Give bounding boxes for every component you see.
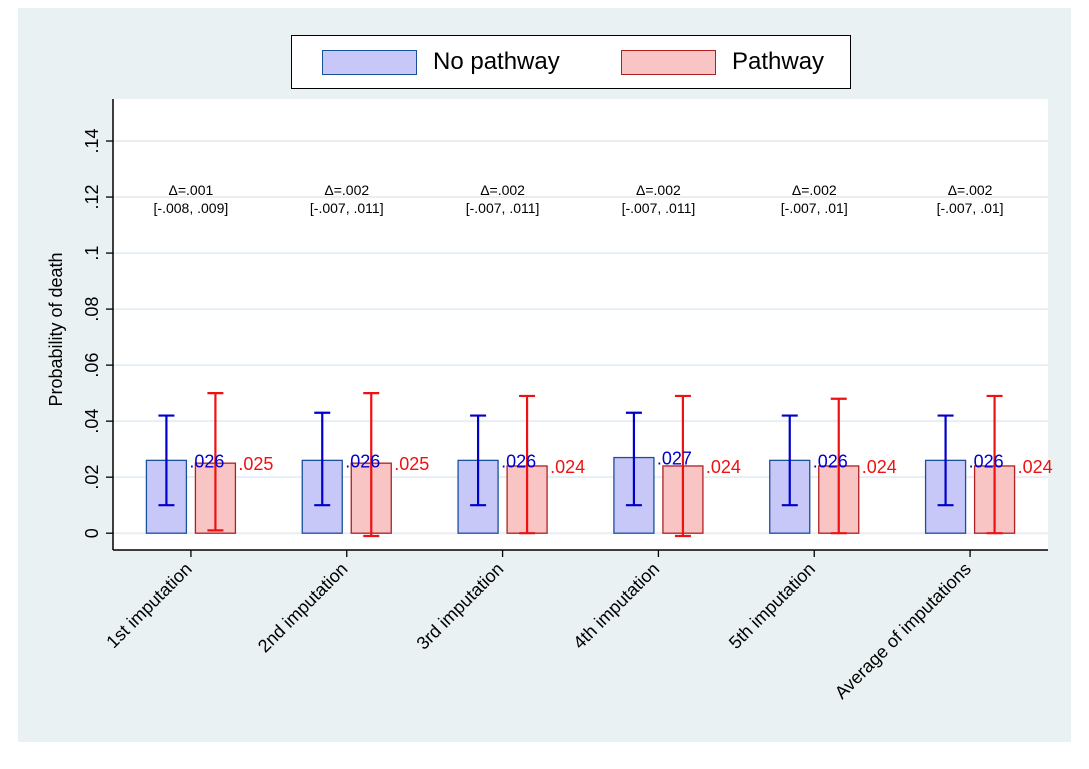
value-label-no-pathway: .026: [345, 451, 380, 471]
difference-ci-label: [-.007, .01]: [937, 200, 1004, 216]
value-label-pathway: .025: [394, 454, 429, 474]
difference-label: Δ=.002: [792, 182, 837, 198]
value-label-pathway: .024: [550, 457, 585, 477]
y-tick-label: .14: [82, 129, 102, 154]
gridlines: [113, 140, 1048, 535]
value-label-pathway: .024: [706, 457, 741, 477]
difference-label: Δ=.002: [480, 182, 525, 198]
y-tick-label: .06: [82, 353, 102, 378]
value-label-pathway: .024: [1018, 457, 1053, 477]
difference-label: Δ=.001: [169, 182, 214, 198]
y-tick-label: .12: [82, 185, 102, 210]
value-label-no-pathway: .026: [189, 451, 224, 471]
x-tick-label: 4th imputation: [569, 559, 663, 653]
x-tick-label: 3rd imputation: [413, 559, 508, 654]
legend-item-no-pathway: No pathway: [322, 36, 560, 88]
difference-label: Δ=.002: [948, 182, 993, 198]
y-tick-label: .02: [82, 465, 102, 490]
difference-ci-label: [-.007, .011]: [466, 200, 540, 216]
difference-ci-label: [-.007, .011]: [622, 200, 696, 216]
x-tick-label: 2nd imputation: [254, 559, 352, 657]
y-tick-label: .08: [82, 297, 102, 322]
legend-swatch-no-pathway: [322, 49, 417, 75]
value-label-pathway: .025: [238, 454, 273, 474]
difference-label: Δ=.002: [636, 182, 681, 198]
value-label-no-pathway: .026: [813, 451, 848, 471]
legend-label-no-pathway: No pathway: [433, 48, 560, 75]
value-label-no-pathway: .026: [501, 451, 536, 471]
x-tick-label: Average of imputations: [831, 559, 975, 703]
legend-label-pathway: Pathway: [732, 48, 825, 75]
value-label-no-pathway: .026: [969, 451, 1004, 471]
legend: No pathway Pathway: [291, 35, 851, 89]
legend-item-pathway: Pathway: [621, 36, 824, 88]
difference-annotations: Δ=.001 [-.008, .009] Δ=.002 [-.007, .011] Δ=…: [154, 182, 1004, 216]
difference-ci-label: [-.007, .01]: [781, 200, 848, 216]
value-label-no-pathway: .027: [657, 449, 692, 469]
difference-ci-label: [-.008, .009]: [154, 200, 229, 216]
y-tick-label: .1: [82, 246, 102, 261]
x-tick-label: 5th imputation: [725, 559, 819, 653]
y-tick-label: .04: [82, 409, 102, 434]
y-axis-label: Probability of death: [46, 252, 66, 406]
value-label-pathway: .024: [862, 457, 897, 477]
x-tick-label: 1st imputation: [102, 559, 195, 652]
plot-area: [113, 99, 1048, 550]
value-labels: .026 .025 .026 .025 .026 .024 .027 .024 .026 .024…: [189, 449, 1052, 477]
legend-swatch-pathway: [621, 49, 716, 75]
difference-ci-label: [-.007, .011]: [310, 200, 384, 216]
y-tick-label: 0: [82, 528, 102, 538]
difference-label: Δ=.002: [324, 182, 369, 198]
confidence-intervals: [158, 392, 1003, 538]
